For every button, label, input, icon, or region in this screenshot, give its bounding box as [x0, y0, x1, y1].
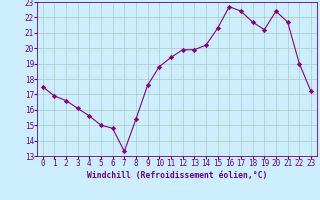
X-axis label: Windchill (Refroidissement éolien,°C): Windchill (Refroidissement éolien,°C): [87, 171, 267, 180]
